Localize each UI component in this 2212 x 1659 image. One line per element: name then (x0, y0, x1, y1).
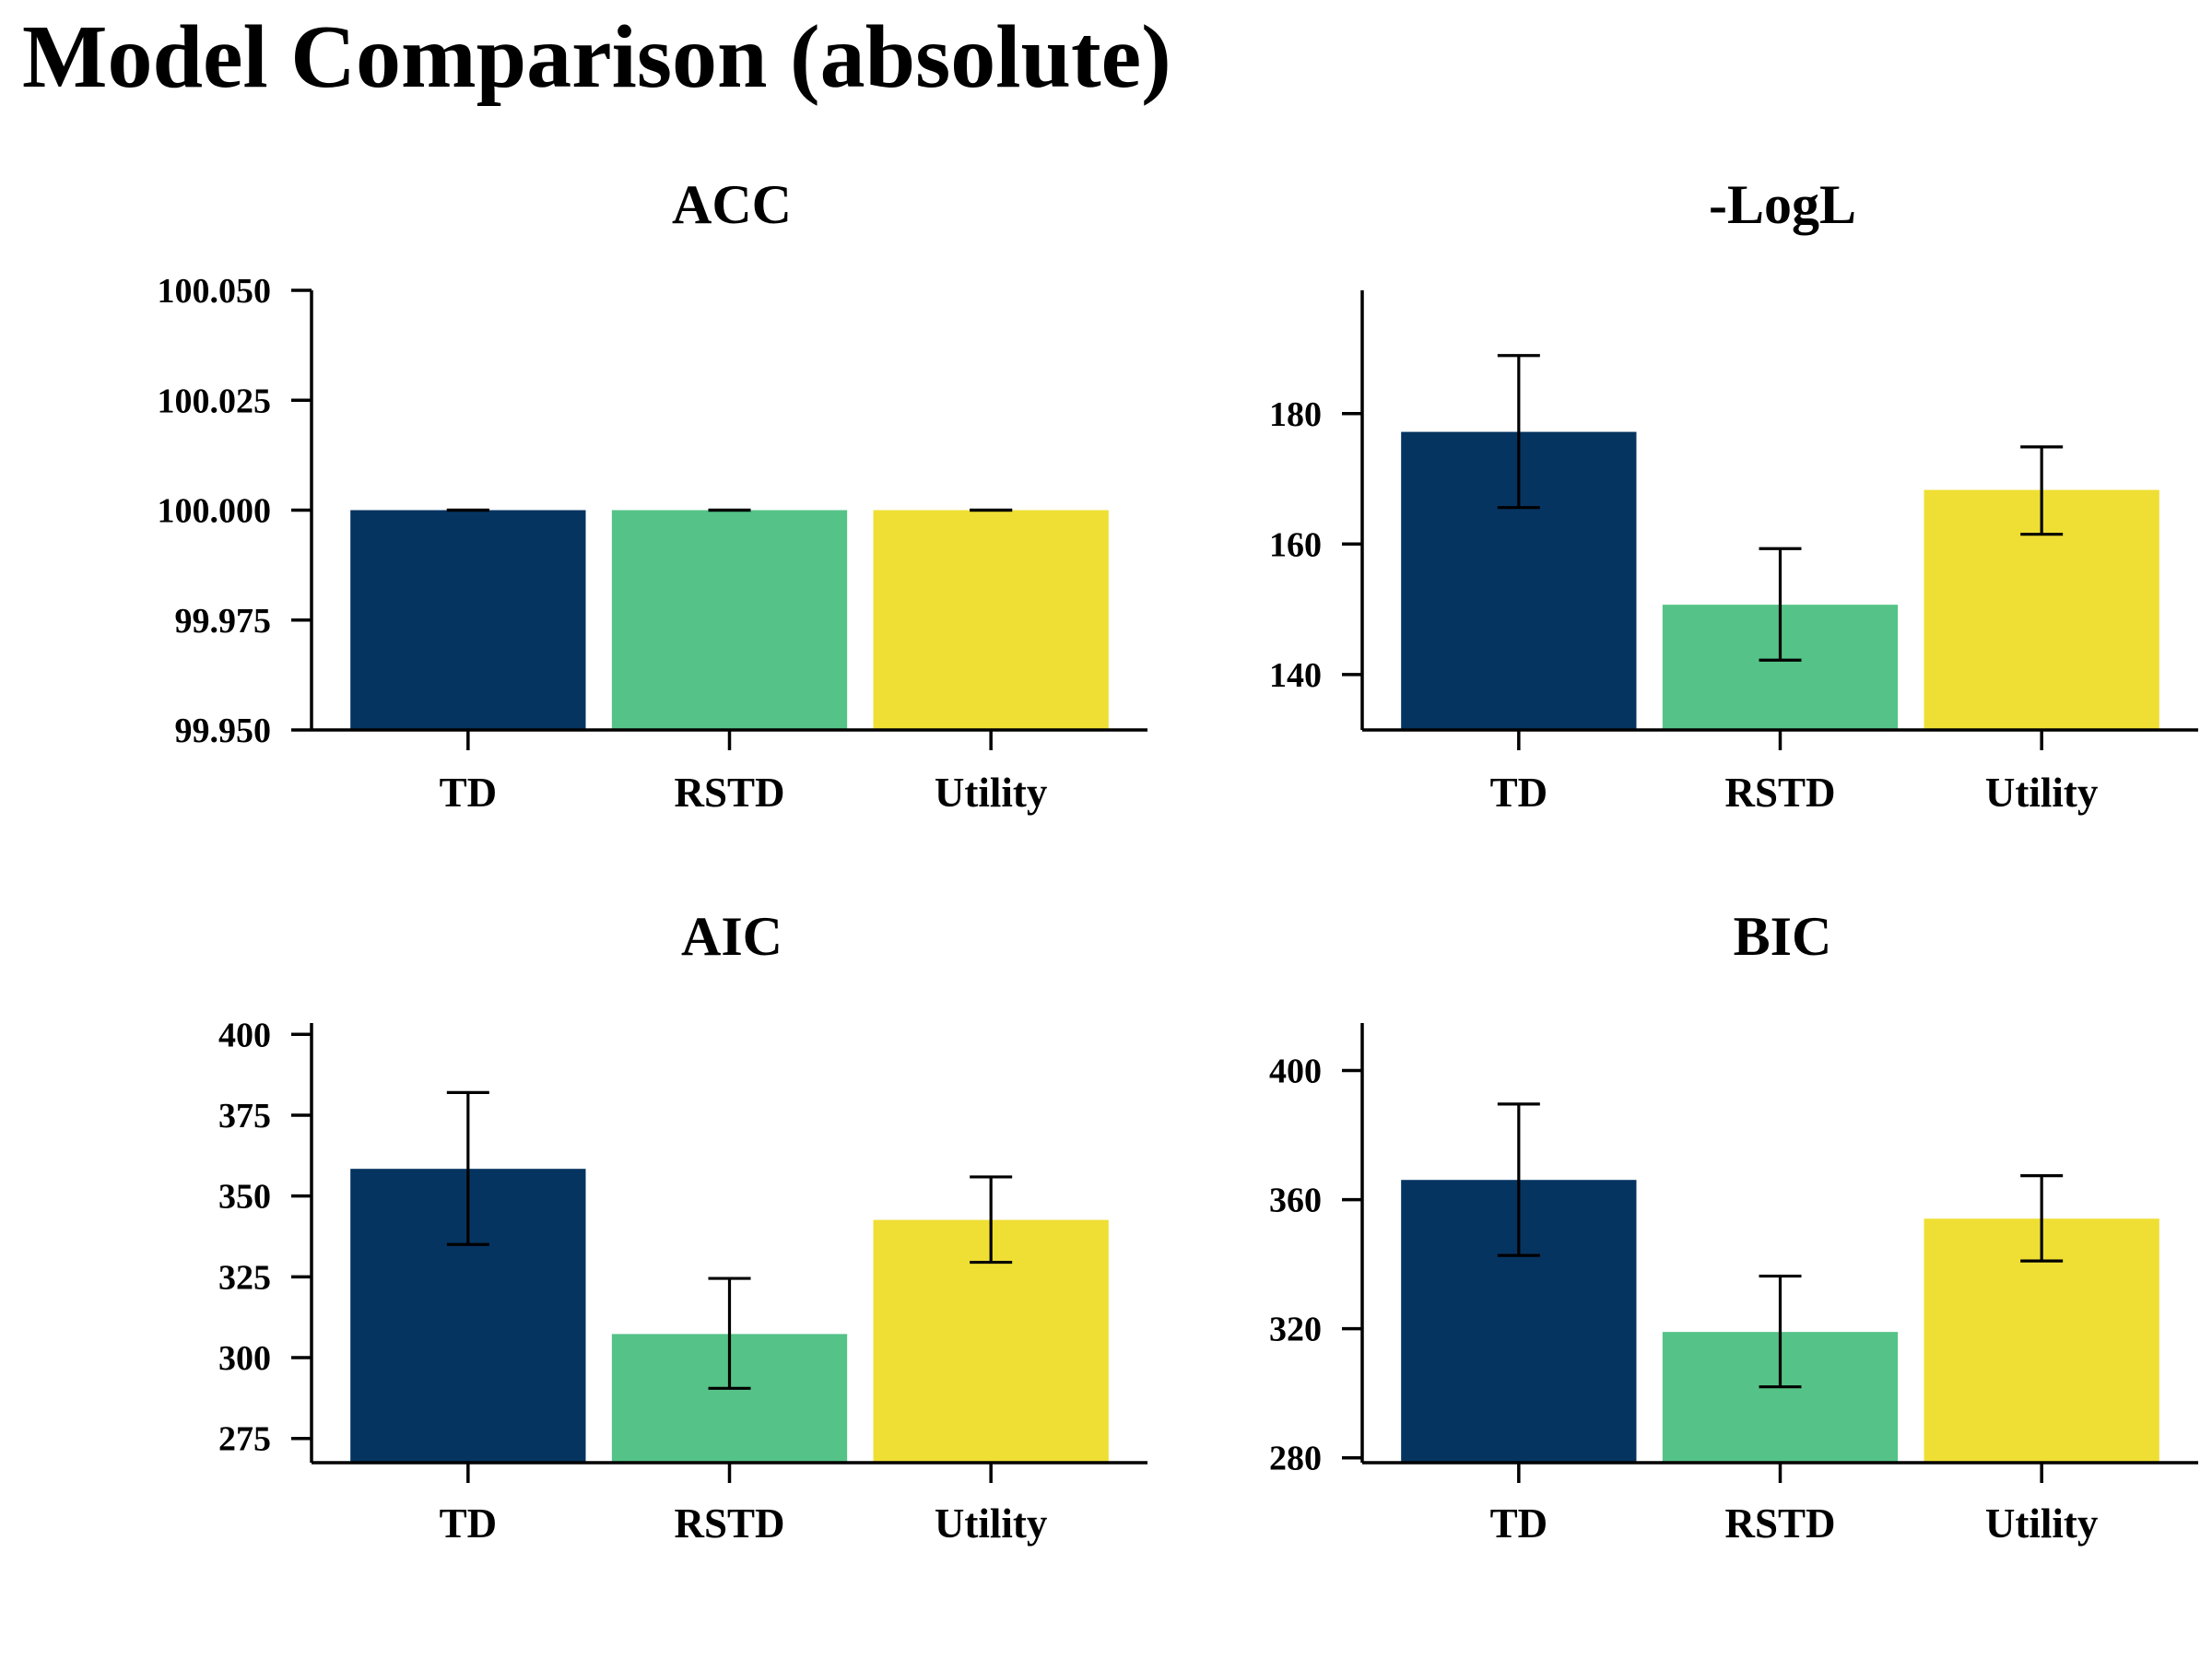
panel-title-acc: ACC (672, 174, 792, 235)
x-tick-label-aic-rstd: RSTD (674, 1500, 784, 1547)
figure-title: Model Comparison (absolute) (22, 7, 1171, 107)
bar-acc-utility (873, 510, 1109, 730)
y-tick-label-acc: 100.000 (158, 492, 272, 531)
x-tick-label-acc-td: TD (440, 770, 498, 816)
y-tick-label-acc: 100.025 (158, 382, 272, 420)
error-bar-aic-rstd (708, 1277, 751, 1390)
bar-acc-rstd (611, 510, 848, 730)
y-tick-label-aic: 400 (218, 1016, 271, 1054)
y-tick-label-aic: 275 (218, 1420, 271, 1459)
panel-bic: BIC TD RSTD Utility 280 320 360 400 (1269, 906, 2198, 1547)
x-tick-label-logl-rstd: RSTD (1724, 770, 1835, 816)
bar-acc-td (350, 510, 586, 730)
error-bar-logl-rstd (1759, 547, 1802, 662)
error-bar-logl-utility (2020, 445, 2064, 536)
error-bar-bic-td (1497, 1102, 1540, 1257)
y-tick-label-bic: 400 (1269, 1052, 1322, 1090)
panel-title-bic: BIC (1734, 906, 1832, 967)
y-tick-label-bic: 320 (1269, 1311, 1322, 1349)
panel-logl: -LogL TD RSTD Utility 140 160 180 (1269, 174, 2198, 816)
x-tick-label-bic-td: TD (1490, 1500, 1548, 1547)
y-tick-label-logl: 160 (1269, 525, 1322, 564)
x-tick-label-logl-utility: Utility (1985, 770, 2099, 816)
error-bar-bic-rstd (1759, 1274, 1802, 1389)
y-tick-label-aic: 300 (218, 1339, 271, 1378)
x-tick-label-aic-td: TD (440, 1500, 498, 1547)
y-tick-label-bic: 360 (1269, 1182, 1322, 1220)
y-tick-label-aic: 375 (218, 1097, 271, 1135)
error-bar-logl-td (1497, 354, 1540, 510)
x-tick-label-acc-rstd: RSTD (674, 770, 784, 816)
y-tick-label-aic: 350 (218, 1178, 271, 1217)
x-tick-label-acc-utility: Utility (935, 770, 1048, 816)
x-tick-label-logl-td: TD (1490, 770, 1548, 816)
y-tick-label-aic: 325 (218, 1258, 271, 1297)
y-tick-label-acc: 99.950 (175, 712, 272, 750)
error-bar-aic-td (446, 1090, 489, 1246)
y-tick-label-acc: 99.975 (175, 602, 272, 641)
panel-title-aic: AIC (681, 906, 782, 967)
error-bar-bic-utility (2020, 1174, 2064, 1263)
panel-title-logl: -LogL (1709, 174, 1856, 235)
y-tick-label-bic: 280 (1269, 1440, 1322, 1478)
error-bar-aic-utility (970, 1175, 1013, 1265)
y-tick-label-acc: 100.050 (158, 272, 272, 311)
y-tick-label-logl: 140 (1269, 656, 1322, 695)
panel-acc: ACC TD RSTD Utility 99.950 99.975 100.000 100.0… (158, 174, 1147, 816)
x-tick-label-bic-rstd: RSTD (1724, 1500, 1835, 1547)
x-tick-label-bic-utility: Utility (1985, 1500, 2099, 1547)
panel-aic: AIC TD RSTD Utility 275 300 325 350 375 400 (218, 906, 1147, 1547)
y-tick-label-logl: 180 (1269, 395, 1322, 434)
x-tick-label-aic-utility: Utility (935, 1500, 1048, 1547)
